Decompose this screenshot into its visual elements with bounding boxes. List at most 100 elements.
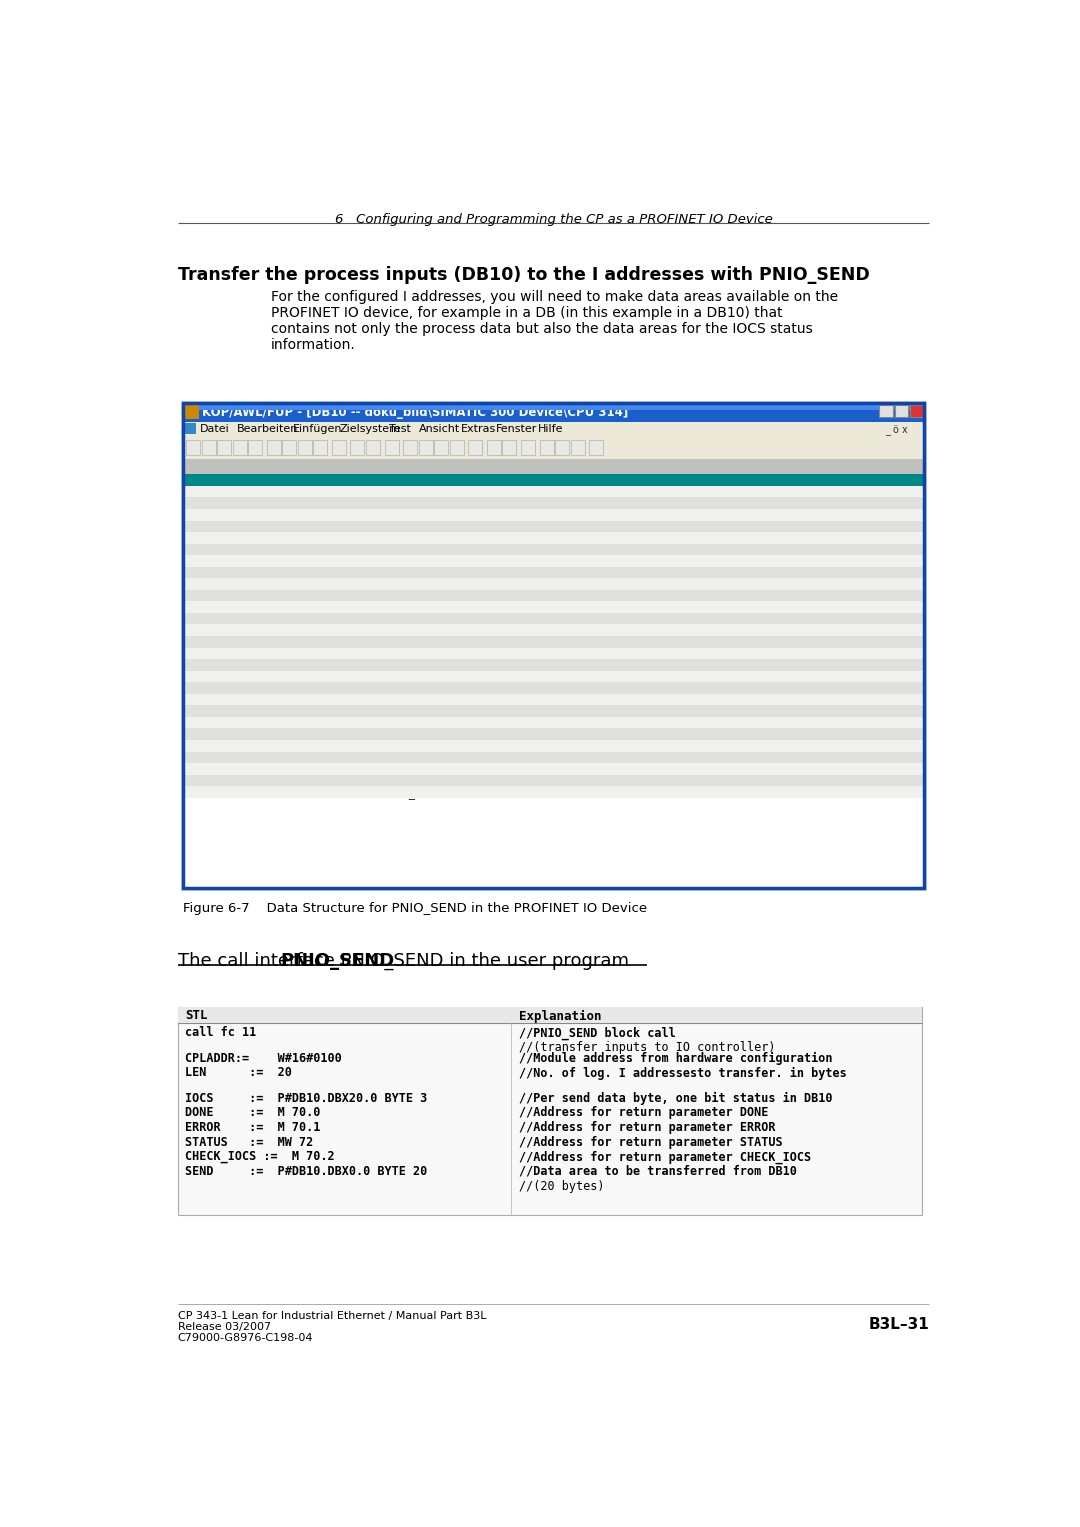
Bar [184,625,923,637]
Text: IOCS_8_Byte_E_48: IOCS_8_Byte_E_48 [253,776,353,786]
Bar [184,498,923,508]
Text: Transfer the process inputs (DB10) to the I addresses with PNIO_SEND: Transfer the process inputs (DB10) to th… [177,266,869,284]
Text: *1.0: *1.0 [224,545,248,556]
Text: FALSE: FALSE [480,557,511,567]
Bar [184,647,923,660]
Text: FALSE: FALSE [480,649,511,660]
Bar [555,440,569,455]
Text: IOCS for log. INPUT-Address 88...95 of Controller (Slot 4): IOCS for log. INPUT-Address 88...95 of C… [537,695,900,705]
Text: //Data area to be transferred from DB10: //Data area to be transferred from DB10 [518,1165,797,1177]
Text: +20.3: +20.3 [217,591,248,602]
Text: IOCS_8_Byte_E_18: IOCS_8_Byte_E_18 [253,638,353,649]
Text: +8.0: +8.0 [224,510,248,521]
Bar [184,579,923,589]
Text: IOCS_8_Byte_E_13: IOCS_8_Byte_E_13 [253,580,353,591]
Bar [282,440,296,455]
Bar [313,440,327,455]
Bar [540,440,554,455]
Text: Release 03/2007: Release 03/2007 [177,1322,271,1332]
Text: Zielsystem: Zielsystem [339,425,401,434]
Text: FALSE: FALSE [480,672,511,683]
Text: Typ: Typ [390,461,411,472]
Bar [434,440,448,455]
Text: _ ö x: _ ö x [886,425,908,435]
Text: +21.6: +21.6 [217,718,248,728]
Bar [177,1008,921,1215]
Text: +20.1: +20.1 [217,568,248,579]
Text: FALSE: FALSE [480,580,511,589]
Bar [184,683,923,693]
Text: FALSE: FALSE [480,718,511,728]
Text: IOCS_4_Byte_E_32: IOCS_4_Byte_E_32 [253,661,353,672]
Text: BOOL: BOOL [390,580,415,589]
Bar [419,440,433,455]
Text: +12.0: +12.0 [217,533,248,544]
Text: IOCS_8_Byte_E_12: IOCS_8_Byte_E_12 [253,568,353,579]
Bar [184,786,923,797]
Text: BOOL: BOOL [390,557,415,567]
Bar [184,475,923,486]
Text: IOCS_8_Byte_E_42: IOCS_8_Byte_E_42 [253,707,353,718]
Text: ERROR    :=  M 70.1: ERROR := M 70.1 [186,1121,321,1135]
Text: //Address for return parameter DONE: //Address for return parameter DONE [518,1107,768,1119]
Bar [217,440,231,455]
Text: FALSE: FALSE [480,765,511,774]
Text: +21.4: +21.4 [217,695,248,705]
Text: +20.5: +20.5 [217,614,248,625]
Bar [184,612,923,625]
Text: +21.1: +21.1 [217,661,248,670]
Text: KOP/AWL/FUP - [DB10 -- doku_bild\SIMATIC 300 Device\CPU 314]: KOP/AWL/FUP - [DB10 -- doku_bild\SIMATIC… [202,406,627,418]
Text: Figure 6-7    Data Structure for PNIO_SEND in the PROFINET IO Device: Figure 6-7 Data Structure for PNIO_SEND … [183,901,647,915]
Text: +22.3: +22.3 [217,776,248,786]
Text: BOOL: BOOL [390,753,415,764]
Text: IOCS_8_Byte_E_43: IOCS_8_Byte_E_43 [253,718,353,730]
Text: ARRAY[1..4]: ARRAY[1..4] [390,510,459,521]
Bar [184,602,923,612]
Text: FALSE: FALSE [480,776,511,786]
Text: Explanation: Explanation [518,1009,602,1023]
Text: call fc 11: call fc 11 [186,1026,257,1040]
Bar [202,440,216,455]
Text: SEND     :=  P#DB10.DBX0.0 BYTE 20: SEND := P#DB10.DBX0.0 BYTE 20 [186,1165,428,1177]
Bar [350,440,364,455]
Bar [183,403,924,887]
Bar [184,508,923,521]
Text: IOCS_4_Byte_E_34: IOCS_4_Byte_E_34 [253,684,353,695]
Text: FALSE: FALSE [480,638,511,647]
Text: PROFINET IO device, for example in a DB (in this example in a DB10) that: PROFINET IO device, for example in a DB … [271,305,782,319]
Bar [521,440,535,455]
Text: BOOL: BOOL [390,742,415,751]
Text: IOCS_8_Byte_E_44: IOCS_8_Byte_E_44 [253,730,353,741]
Text: BOOL: BOOL [390,672,415,683]
Text: Fenster: Fenster [496,425,538,434]
Text: PNIO_SEND: PNIO_SEND [281,951,395,970]
Text: //No. of log. I addressesto transfer. in bytes: //No. of log. I addressesto transfer. in… [518,1066,847,1080]
Text: 6   Configuring and Programming the CP as a PROFINET IO Device: 6 Configuring and Programming the CP as … [335,212,772,226]
Bar [185,405,199,418]
Bar [184,693,923,705]
Text: FALSE: FALSE [480,626,511,635]
Text: C79000-G8976-C198-04: C79000-G8976-C198-04 [177,1333,313,1342]
Text: FALSE: FALSE [480,730,511,741]
Text: BOOL: BOOL [390,776,415,786]
Text: +21.3: +21.3 [217,684,248,693]
Text: STATUS   :=  MW 72: STATUS := MW 72 [186,1136,313,1148]
Text: Adresse: Adresse [186,461,237,472]
Text: 0.0: 0.0 [229,476,248,486]
Text: BOOL: BOOL [390,591,415,602]
Text: +20.2: +20.2 [217,580,248,589]
Bar [184,741,923,751]
Text: Hilfe: Hilfe [538,425,564,434]
Text: BYTE: BYTE [390,522,415,531]
Bar [184,670,923,683]
Bar [184,728,923,741]
Text: Ansicht: Ansicht [419,425,460,434]
Bar [894,405,908,417]
Text: log. Input-Adress 88...95 of Controller (Slot 4): log. Input-Adress 88...95 of Controller … [537,533,837,544]
Text: IOCS for log. INPUT-Address 100...103 of Controller (Slot 3): IOCS for log. INPUT-Address 100...103 of… [537,649,913,660]
Text: +21.2: +21.2 [217,672,248,683]
Text: +22.0: +22.0 [217,742,248,751]
Text: //Module address from hardware configuration: //Module address from hardware configura… [518,1052,832,1064]
Text: +21.0: +21.0 [217,649,248,660]
Text: IOCS_8_Byte_E_17: IOCS_8_Byte_E_17 [253,626,353,637]
